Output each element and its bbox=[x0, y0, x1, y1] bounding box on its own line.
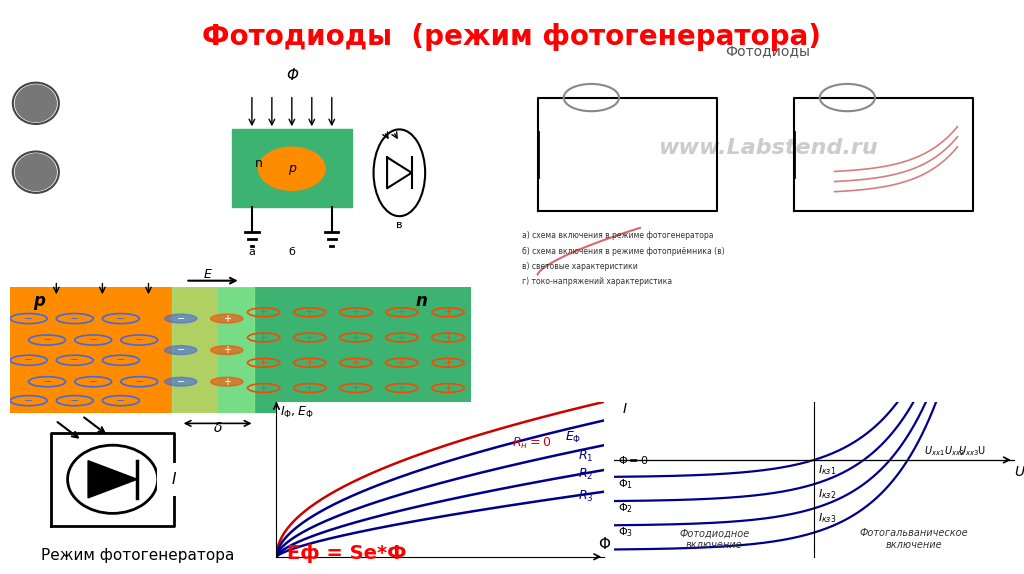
Ellipse shape bbox=[258, 147, 325, 190]
Circle shape bbox=[15, 154, 56, 191]
Text: $R_3$: $R_3$ bbox=[578, 489, 594, 504]
Text: а) схема включения в режиме фотогенератора: а) схема включения в режиме фотогенерато… bbox=[522, 231, 714, 241]
Text: $U_{хх2}$: $U_{хх2}$ bbox=[944, 444, 965, 458]
Text: −: − bbox=[134, 335, 144, 345]
Text: −: − bbox=[42, 377, 52, 387]
Text: I: I bbox=[623, 402, 627, 416]
Text: +: + bbox=[305, 307, 314, 317]
Text: −: − bbox=[24, 355, 34, 365]
Text: б: б bbox=[289, 247, 295, 257]
Text: $U_{хх1}$: $U_{хх1}$ bbox=[924, 444, 945, 458]
Text: $R_2$: $R_2$ bbox=[578, 467, 593, 482]
Text: в) световые характеристики: в) световые характеристики bbox=[522, 262, 638, 271]
Text: E: E bbox=[204, 268, 212, 281]
Text: +: + bbox=[305, 332, 314, 343]
Text: $E_Φ$: $E_Φ$ bbox=[565, 430, 581, 445]
Text: а: а bbox=[249, 247, 255, 257]
Polygon shape bbox=[88, 461, 137, 498]
Text: −: − bbox=[116, 355, 126, 365]
Text: −: − bbox=[70, 355, 80, 365]
Circle shape bbox=[165, 346, 197, 355]
Text: Eф = Se*Ф: Eф = Se*Ф bbox=[287, 544, 407, 563]
Text: +: + bbox=[305, 383, 314, 393]
Text: n: n bbox=[416, 292, 428, 310]
Text: +: + bbox=[397, 383, 407, 393]
Text: +: + bbox=[351, 358, 360, 368]
Text: −: − bbox=[177, 345, 184, 355]
Text: Режим фотогенератора: Режим фотогенератора bbox=[41, 548, 234, 563]
Text: +: + bbox=[351, 383, 360, 393]
Text: $Φ_3$: $Φ_3$ bbox=[618, 526, 634, 540]
Text: $I_{кз2}$: $I_{кз2}$ bbox=[818, 487, 837, 501]
Text: $Φ = 0$: $Φ = 0$ bbox=[618, 454, 649, 466]
Text: Фотодиодное
включение: Фотодиодное включение bbox=[679, 529, 750, 550]
Text: U: U bbox=[1014, 464, 1024, 479]
Text: +: + bbox=[397, 358, 407, 368]
Text: −: − bbox=[70, 313, 80, 324]
Text: −: − bbox=[177, 313, 184, 324]
Bar bbox=[231, 129, 352, 207]
Text: −: − bbox=[24, 395, 34, 406]
Circle shape bbox=[165, 377, 197, 386]
Text: n: n bbox=[255, 157, 262, 170]
Text: +: + bbox=[397, 307, 407, 317]
Text: г) токо-напряжений характеристика: г) токо-напряжений характеристика bbox=[522, 277, 673, 286]
Text: +: + bbox=[223, 313, 230, 324]
Text: −: − bbox=[24, 313, 34, 324]
Text: −: − bbox=[134, 377, 144, 387]
Text: +: + bbox=[351, 332, 360, 343]
Text: δ: δ bbox=[213, 421, 222, 435]
Text: в: в bbox=[396, 219, 402, 230]
Text: Φ: Φ bbox=[286, 68, 298, 83]
Text: Фотогальваническое
включение: Фотогальваническое включение bbox=[859, 529, 969, 550]
Circle shape bbox=[15, 85, 56, 122]
Text: −: − bbox=[177, 377, 184, 387]
Text: +: + bbox=[259, 383, 268, 393]
Text: p: p bbox=[288, 162, 296, 175]
Text: +: + bbox=[443, 358, 453, 368]
Text: +: + bbox=[259, 307, 268, 317]
Circle shape bbox=[211, 346, 243, 355]
Text: +: + bbox=[443, 307, 453, 317]
Text: Фотодиоды  (режим фотогенератора): Фотодиоды (режим фотогенератора) bbox=[203, 23, 821, 51]
Text: $R_1$: $R_1$ bbox=[578, 448, 593, 464]
Text: −: − bbox=[88, 335, 98, 345]
Text: p: p bbox=[33, 292, 45, 310]
Text: $Φ$: $Φ$ bbox=[598, 536, 610, 552]
Text: I: I bbox=[172, 472, 176, 487]
Circle shape bbox=[165, 314, 197, 323]
Text: +: + bbox=[351, 307, 360, 317]
Text: −: − bbox=[116, 395, 126, 406]
Text: $Φ_1$: $Φ_1$ bbox=[618, 477, 634, 491]
Bar bbox=[10, 287, 218, 413]
Text: −: − bbox=[70, 395, 80, 406]
Text: −: − bbox=[88, 377, 98, 387]
Text: $I_{кз1}$: $I_{кз1}$ bbox=[818, 463, 837, 476]
Text: +: + bbox=[259, 358, 268, 368]
Circle shape bbox=[211, 377, 243, 386]
Text: +: + bbox=[223, 345, 230, 355]
Text: +: + bbox=[443, 332, 453, 343]
Text: +: + bbox=[397, 332, 407, 343]
Bar bbox=[158, 464, 190, 495]
Circle shape bbox=[211, 314, 243, 323]
Text: $Φ_2$: $Φ_2$ bbox=[618, 502, 634, 515]
Text: б) схема включения в режиме фотоприёмника (в): б) схема включения в режиме фотоприёмник… bbox=[522, 247, 725, 255]
Text: $R_н = 0$: $R_н = 0$ bbox=[512, 436, 552, 451]
Text: +: + bbox=[259, 332, 268, 343]
Text: $U_{хх3}$U: $U_{хх3}$U bbox=[957, 444, 986, 458]
Text: +: + bbox=[443, 383, 453, 393]
Text: −: − bbox=[42, 335, 52, 345]
Text: $I_Φ, E_Φ$: $I_Φ, E_Φ$ bbox=[280, 405, 313, 420]
Text: +: + bbox=[223, 377, 230, 387]
Bar bbox=[172, 287, 255, 413]
Text: +: + bbox=[305, 358, 314, 368]
Bar bbox=[218, 287, 471, 413]
Text: www.Labstend.ru: www.Labstend.ru bbox=[658, 138, 878, 158]
Text: −: − bbox=[116, 313, 126, 324]
Text: $I_{кз3}$: $I_{кз3}$ bbox=[818, 511, 837, 525]
Text: Фотодиоды: Фотодиоды bbox=[725, 45, 811, 59]
